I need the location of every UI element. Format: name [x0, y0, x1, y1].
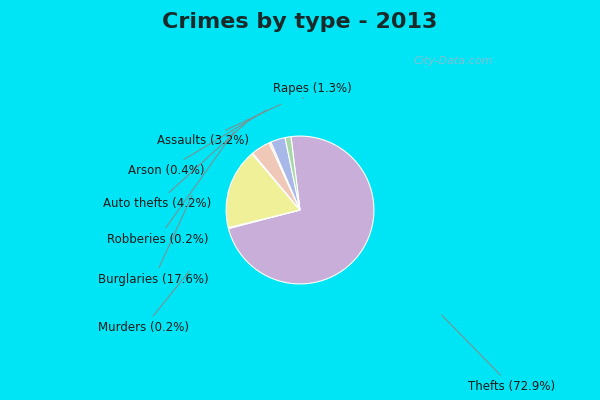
Text: Murders (0.2%): Murders (0.2%) — [98, 271, 190, 334]
Wedge shape — [228, 210, 300, 228]
Text: Burglaries (17.6%): Burglaries (17.6%) — [98, 195, 209, 286]
Text: Rapes (1.3%): Rapes (1.3%) — [272, 82, 352, 98]
Text: Assaults (3.2%): Assaults (3.2%) — [157, 104, 281, 147]
Text: Auto thefts (4.2%): Auto thefts (4.2%) — [103, 120, 249, 210]
Text: Robberies (0.2%): Robberies (0.2%) — [107, 132, 234, 246]
Wedge shape — [226, 154, 300, 228]
Text: Arson (0.4%): Arson (0.4%) — [128, 110, 266, 177]
Text: Thefts (72.9%): Thefts (72.9%) — [442, 315, 555, 393]
Text: City-Data.com: City-Data.com — [414, 56, 493, 66]
Text: Crimes by type - 2013: Crimes by type - 2013 — [163, 12, 437, 32]
Wedge shape — [271, 138, 300, 210]
Wedge shape — [285, 137, 300, 210]
Wedge shape — [253, 143, 300, 210]
Wedge shape — [252, 153, 300, 210]
Wedge shape — [269, 142, 300, 210]
Wedge shape — [229, 136, 374, 284]
